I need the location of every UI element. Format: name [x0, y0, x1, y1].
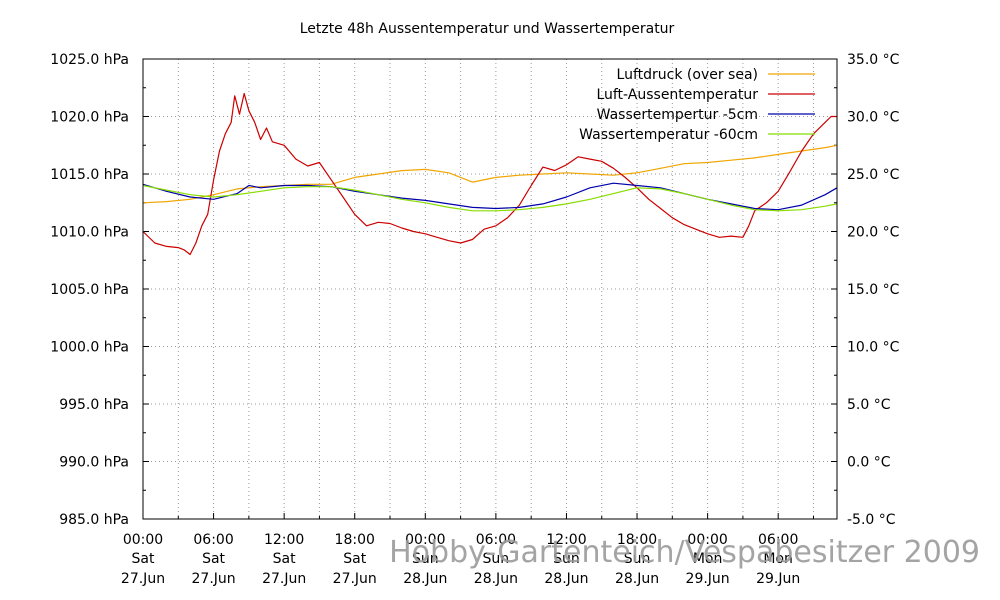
x-tick-day: Sun [483, 551, 510, 567]
axis-ticks [142, 58, 837, 520]
watermark: Hobby-Gartenteich/Vespabesitzer 2009 [389, 535, 980, 570]
x-tick-day: Sat [273, 551, 296, 567]
x-tick-date: 28.Jun [544, 571, 588, 587]
x-tick-date: 28.Jun [403, 571, 447, 587]
axis-labels: 00:00 Sat 27.Jun 06:00 Sat 27.Jun 12:00 Sat 27.J… [50, 52, 899, 587]
y-right-tick-label: 20.0 °C [847, 225, 900, 241]
y-left-tick-label: 1000.0 hPa [50, 340, 129, 356]
x-tick-time: 12:00 [264, 532, 304, 548]
legend-label: Wassertempertur -5cm [597, 107, 758, 123]
series-line [142, 144, 838, 204]
y-left-tick-label: 1020.0 hPa [50, 110, 129, 126]
x-tick-time: 06:00 [476, 532, 516, 548]
series-line [142, 92, 837, 256]
y-left-tick-label: 1010.0 hPa [50, 225, 129, 241]
x-tick-time: 00:00 [405, 532, 445, 548]
x-tick-date: 27.Jun [333, 571, 377, 587]
y-right-tick-label: 25.0 °C [847, 167, 900, 183]
chart-title: Letzte 48h Aussentemperatur und Wasserte… [300, 21, 675, 37]
x-tick-time: 00:00 [687, 532, 727, 548]
legend-label: Wassertemperatur -60cm [579, 127, 758, 143]
x-tick-date: 27.Jun [262, 571, 306, 587]
x-tick-day: Sat [202, 551, 225, 567]
x-tick-time: 06:00 [193, 532, 233, 548]
x-tick-date: 28.Jun [615, 571, 659, 587]
x-tick-day: Sun [624, 551, 651, 567]
x-tick-date: 29.Jun [756, 571, 800, 587]
x-tick-date: 27.Jun [121, 571, 165, 587]
x-tick-date: 29.Jun [686, 571, 730, 587]
x-tick-time: 12:00 [546, 532, 586, 548]
y-left-tick-label: 990.0 hPa [59, 455, 129, 471]
y-left-tick-label: 1005.0 hPa [50, 282, 129, 298]
legend-label: Luftdruck (over sea) [617, 67, 758, 83]
series-lines [142, 92, 838, 256]
x-tick-time: 18:00 [335, 532, 375, 548]
y-left-tick-label: 1025.0 hPa [50, 52, 129, 68]
x-tick-day: Sat [132, 551, 155, 567]
x-tick-time: 18:00 [617, 532, 657, 548]
x-tick-date: 27.Jun [192, 571, 236, 587]
x-tick-day: Sun [553, 551, 580, 567]
plot-frame [142, 58, 838, 520]
x-tick-day: Sun [412, 551, 439, 567]
y-right-tick-label: -5.0 °C [847, 512, 896, 528]
x-tick-date: 28.Jun [474, 571, 518, 587]
legend-label: Luft-Aussentemperatur [596, 87, 758, 103]
y-right-tick-label: 0.0 °C [847, 455, 891, 471]
x-tick-day: Mon [763, 551, 793, 567]
y-right-tick-label: 5.0 °C [847, 397, 891, 413]
y-right-tick-label: 10.0 °C [847, 340, 900, 356]
y-left-tick-label: 985.0 hPa [59, 512, 129, 528]
x-tick-day: Mon [693, 551, 723, 567]
x-tick-time: 00:00 [123, 532, 163, 548]
y-left-tick-label: 1015.0 hPa [50, 167, 129, 183]
grid [143, 59, 837, 519]
y-right-tick-label: 15.0 °C [847, 282, 900, 298]
y-left-tick-label: 995.0 hPa [59, 397, 129, 413]
x-tick-day: Sat [343, 551, 366, 567]
series-line [142, 182, 838, 211]
y-right-tick-label: 30.0 °C [847, 110, 900, 126]
x-tick-time: 06:00 [758, 532, 798, 548]
legend: Luftdruck (over sea) Luft-Aussentemperatu… [579, 67, 815, 143]
y-right-tick-label: 35.0 °C [847, 52, 900, 68]
series-line [142, 184, 838, 212]
